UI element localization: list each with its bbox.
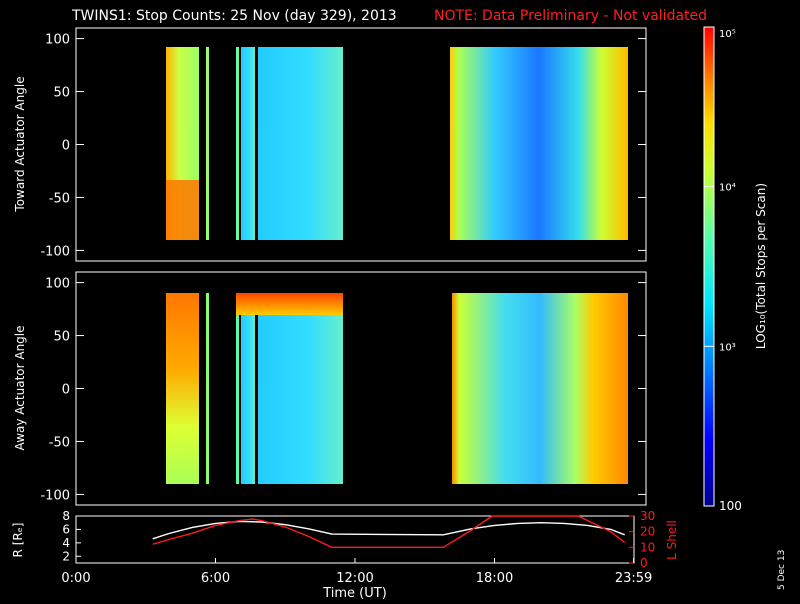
toward-ytick-label-2: 0 [62, 139, 70, 154]
toward-yaxis: -100 -50 0 50 100 [40, 33, 646, 259]
colorbar-gradient [703, 26, 715, 507]
orbit-ylabel-right: L Shell [665, 520, 679, 560]
toward-heatmap [166, 47, 628, 240]
orbit-xlabel: Time (UT) [322, 586, 387, 600]
away-block-4 [241, 293, 255, 484]
away-ytick-label-4: 100 [45, 277, 70, 292]
orbit-xtick-label-1: 6:00 [201, 571, 230, 586]
orbit-left-tick-label-3: 8 [62, 509, 70, 523]
orbit-xtick-label-2: 12:00 [336, 571, 373, 586]
toward-block-6 [258, 47, 343, 240]
orbit-ylabel-left: R [Rₑ] [11, 523, 25, 558]
away-block-5 [258, 293, 343, 484]
colorbar-tick-label-2: 10⁴ [719, 183, 736, 194]
toward-ytick-label-1: -50 [49, 191, 70, 206]
toward-block-2 [166, 180, 199, 240]
orbit-left-tick-label-1: 4 [62, 536, 70, 550]
date-stamp: 5 Dec 13 [777, 550, 787, 590]
title-note: NOTE: Data Preliminary - Not validated [434, 8, 707, 24]
orbit-left-tick-label-0: 2 [62, 549, 70, 563]
away-top-band [236, 293, 343, 315]
away-ytick-label-0: -100 [40, 488, 70, 503]
toward-ytick-label-3: 50 [53, 86, 70, 101]
toward-block-7 [450, 47, 628, 240]
away-ytick-label-1: -50 [49, 435, 70, 450]
away-block-1 [166, 293, 199, 484]
toward-ytick-label-0: -100 [40, 244, 70, 259]
toward-ytick-label-4: 100 [45, 33, 70, 48]
colorbar: 100 10³ 10⁴ 10⁵ LOG₁₀(Total Stops per Scan) [703, 26, 768, 513]
orbit-right-tick-label-2: 20 [640, 525, 655, 539]
orbit-series-r [152, 520, 625, 540]
toward-block-4 [236, 47, 239, 240]
orbit-xaxis: 0:00 6:00 12:00 18:00 23:59 [61, 558, 652, 586]
orbit-right-tick-label-1: 10 [640, 540, 655, 554]
away-block-2 [206, 293, 209, 484]
away-heatmap [166, 293, 628, 484]
toward-block-3 [206, 47, 209, 240]
orbit-lines [152, 515, 626, 548]
colorbar-tick-label-3: 10⁵ [719, 29, 736, 40]
colorbar-tick-label-0: 100 [719, 499, 742, 513]
toward-panel: -100 -50 0 50 100 Toward Actuator Angle [13, 27, 647, 262]
colorbar-label: LOG₁₀(Total Stops per Scan) [754, 183, 768, 349]
away-yaxis: -100 -50 0 50 100 [40, 277, 646, 503]
toward-ylabel: Toward Actuator Angle [13, 76, 27, 212]
orbit-xtick-label-3: 18:00 [476, 571, 513, 586]
colorbar-ticks: 100 10³ 10⁴ 10⁵ [704, 26, 742, 513]
orbit-xtick-label-0: 0:00 [61, 571, 90, 586]
away-block-3 [236, 293, 239, 484]
toward-block-5 [241, 47, 255, 240]
away-ytick-label-2: 0 [62, 383, 70, 398]
away-block-6 [452, 293, 628, 484]
title-main: TWINS1: Stop Counts: 25 Nov (day 329), 2… [71, 8, 397, 24]
orbit-xtick-label-4: 23:59 [615, 571, 652, 586]
orbit-right-tick-label-3: 30 [640, 509, 655, 523]
orbit-right-tick-label-0: 0 [640, 556, 648, 570]
away-ylabel: Away Actuator Angle [13, 325, 27, 450]
away-ytick-label-3: 50 [53, 330, 70, 345]
away-panel: -100 -50 0 50 100 Away Actuator Angle [13, 271, 647, 506]
colorbar-tick-label-1: 10³ [719, 342, 736, 353]
orbit-series-l [152, 515, 626, 548]
orbit-left-tick-label-2: 6 [62, 522, 70, 536]
title: TWINS1: Stop Counts: 25 Nov (day 329), 2… [71, 8, 707, 24]
